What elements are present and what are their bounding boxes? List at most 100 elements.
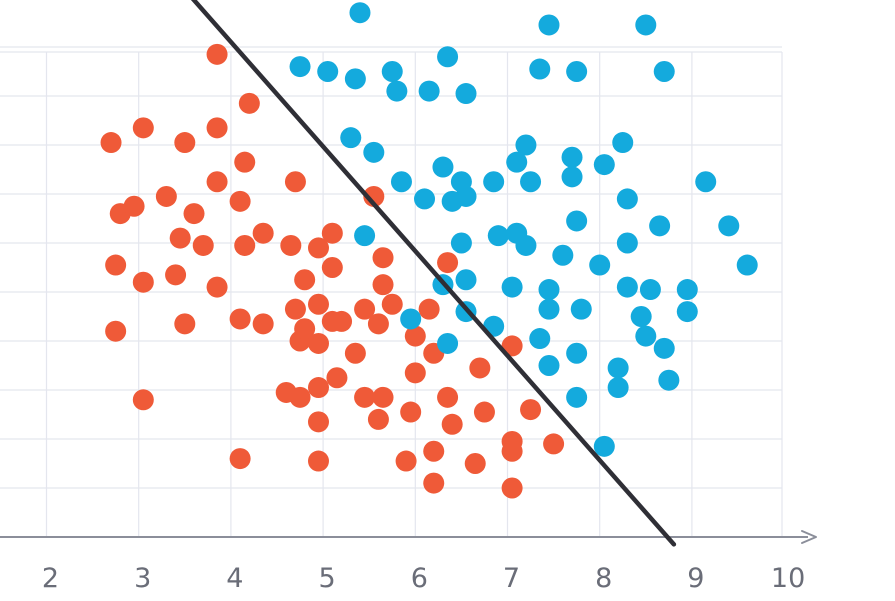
red-point-62	[307, 411, 329, 433]
red-point-6	[206, 117, 228, 139]
red-point-60	[520, 399, 542, 421]
blue-point-23	[390, 171, 412, 193]
red-point-8	[284, 171, 306, 193]
blue-point-5	[289, 56, 311, 78]
blue-point-3	[635, 14, 657, 36]
red-point-69	[229, 448, 251, 470]
red-point-73	[464, 453, 486, 474]
red-point-20	[280, 234, 302, 256]
red-point-71	[395, 450, 417, 472]
blue-point-37	[515, 234, 537, 256]
red-point-52	[501, 335, 523, 357]
red-point-9	[363, 185, 385, 207]
blue-point-14	[418, 80, 440, 102]
blue-point-38	[566, 210, 588, 232]
blue-point-44	[736, 254, 758, 276]
red-point-2	[238, 92, 260, 114]
blue-point-35	[487, 225, 509, 247]
red-point-4	[132, 117, 154, 139]
x-tick-label-2: 2	[42, 563, 59, 594]
red-point-59	[437, 386, 459, 408]
x-tick-label-4: 4	[226, 563, 243, 594]
red-point-7	[234, 151, 256, 173]
blue-point-19	[432, 156, 454, 178]
red-point-18	[234, 234, 256, 256]
red-point-65	[441, 413, 463, 435]
blue-point-68	[566, 386, 588, 408]
blue-point-21	[561, 146, 583, 168]
red-point-22	[321, 222, 343, 244]
red-point-54	[289, 386, 311, 408]
blue-point-1	[349, 2, 371, 24]
red-point-25	[165, 264, 187, 286]
blue-point-9	[529, 58, 551, 80]
red-point-1	[206, 43, 228, 65]
x-axis	[0, 530, 817, 544]
red-point-70	[307, 450, 329, 472]
red-point-16	[169, 227, 191, 249]
red-point-32	[252, 313, 274, 335]
red-point-5	[174, 132, 196, 154]
blue-point-60	[529, 328, 551, 350]
red-point-24	[132, 271, 154, 293]
blue-point-41	[718, 215, 740, 237]
red-point-61	[132, 389, 154, 411]
red-point-41	[174, 313, 196, 335]
red-point-76	[501, 477, 523, 499]
red-point-47	[404, 325, 426, 347]
red-point-29	[372, 247, 394, 269]
blue-point-50	[639, 279, 661, 301]
x-tick-labels: 2 3 4 5 6 7 8 9 10	[42, 563, 805, 594]
decision-boundary-layer	[190, 0, 677, 547]
blue-point-29	[414, 188, 436, 210]
red-point-50	[404, 362, 426, 384]
red-point-49	[344, 342, 366, 364]
red-point-57	[354, 386, 376, 408]
red-point-74	[501, 440, 523, 462]
red-point-13	[123, 195, 145, 217]
blue-point-7	[344, 68, 366, 90]
red-point-15	[229, 190, 251, 212]
red-point-56	[326, 367, 348, 389]
blue-point-16	[612, 132, 634, 154]
blue-point-10	[566, 61, 588, 82]
red-point-36	[354, 298, 376, 320]
blue-point-40	[649, 215, 671, 237]
blue-point-22	[593, 154, 615, 176]
blue-point-18	[363, 141, 385, 163]
blue-point-4	[437, 46, 459, 68]
blue-point-69	[593, 435, 615, 457]
blue-point-27	[561, 166, 583, 188]
red-point-46	[367, 313, 389, 335]
blue-point-67	[607, 377, 629, 399]
red-point-21	[307, 237, 329, 259]
blue-point-55	[538, 298, 560, 320]
red-point-68	[543, 433, 565, 455]
red-point-72	[423, 440, 445, 462]
blue-point-25	[483, 171, 505, 193]
blue-point-32	[616, 188, 638, 210]
blue-point-64	[566, 342, 588, 364]
blue-point-62	[653, 337, 675, 359]
blue-point-46	[455, 269, 477, 291]
red-point-38	[381, 293, 403, 315]
blue-point-57	[630, 306, 652, 327]
blue-point-52	[400, 308, 422, 330]
x-tick-label-8: 8	[595, 563, 612, 594]
blue-point-28	[695, 171, 717, 193]
red-point-27	[294, 269, 316, 291]
grid	[0, 46, 783, 537]
red-point-33	[284, 298, 306, 320]
blue-point-6	[317, 61, 339, 82]
blue-point-48	[538, 279, 560, 301]
red-point-44	[294, 318, 316, 340]
red-point-58	[372, 386, 394, 408]
blue-point-17	[515, 134, 537, 156]
red-point-51	[469, 357, 491, 379]
x-tick-label-10: 10	[771, 563, 805, 594]
red-point-34	[307, 293, 329, 315]
decision-boundary-line	[190, 0, 677, 547]
blue-point-33	[354, 225, 376, 247]
red-point-40	[105, 320, 127, 342]
